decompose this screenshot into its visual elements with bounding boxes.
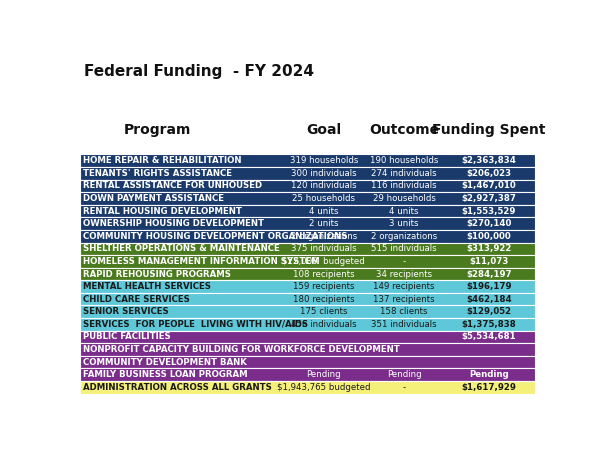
Text: RENTAL ASSISTANCE FOR UNHOUSED: RENTAL ASSISTANCE FOR UNHOUSED	[83, 181, 262, 190]
Text: TENANTS' RIGHTS ASSISTANCE: TENANTS' RIGHTS ASSISTANCE	[83, 169, 232, 178]
Text: 34 recipients: 34 recipients	[376, 270, 432, 279]
Bar	[80, 306, 535, 318]
Text: PUBLIC FACILITIES: PUBLIC FACILITIES	[83, 333, 171, 342]
Text: $284,197: $284,197	[466, 270, 512, 279]
Text: SERVICES  FOR PEOPLE  LIVING WITH HIV/AIDS: SERVICES FOR PEOPLE LIVING WITH HIV/AIDS	[83, 320, 308, 329]
Text: 2 organizations: 2 organizations	[371, 232, 437, 241]
Text: 515 individuals: 515 individuals	[371, 244, 437, 253]
Text: $196,179: $196,179	[466, 282, 512, 291]
Bar	[80, 154, 535, 167]
Text: 2 organizations: 2 organizations	[290, 232, 357, 241]
Text: COMMUNITY HOUSING DEVELOPMENT ORGANIZATIONS: COMMUNITY HOUSING DEVELOPMENT ORGANIZATI…	[83, 232, 348, 241]
Text: $1,375,838: $1,375,838	[461, 320, 516, 329]
Text: $5,534,681: $5,534,681	[461, 333, 516, 342]
Bar	[80, 343, 535, 356]
Text: COMMUNITY DEVELOPMENT BANK: COMMUNITY DEVELOPMENT BANK	[83, 358, 247, 367]
Bar	[80, 381, 535, 394]
Text: $1,617,929: $1,617,929	[461, 383, 516, 392]
Text: Pending: Pending	[386, 370, 421, 379]
Text: CHILD CARE SERVICES: CHILD CARE SERVICES	[83, 295, 190, 304]
Bar	[80, 230, 535, 243]
Text: 300 individuals: 300 individuals	[291, 169, 356, 178]
Bar	[80, 255, 535, 268]
Text: FAMILY BUSINESS LOAN PROGRAM: FAMILY BUSINESS LOAN PROGRAM	[83, 370, 248, 379]
Text: 116 individuals: 116 individuals	[371, 181, 437, 190]
Bar	[80, 180, 535, 192]
Text: Funding Spent: Funding Spent	[432, 123, 545, 137]
Text: 149 recipients: 149 recipients	[373, 282, 435, 291]
Text: 375 individuals: 375 individuals	[291, 244, 356, 253]
Text: 158 clients: 158 clients	[380, 307, 428, 316]
Bar	[80, 205, 535, 217]
Text: OWNERSHIP HOUSING DEVELOPMENT: OWNERSHIP HOUSING DEVELOPMENT	[83, 219, 265, 228]
Text: -: -	[403, 383, 406, 392]
Text: RAPID REHOUSING PROGRAMS: RAPID REHOUSING PROGRAMS	[83, 270, 232, 279]
Bar	[80, 293, 535, 306]
Text: ADMINISTRATION ACROSS ALL GRANTS: ADMINISTRATION ACROSS ALL GRANTS	[83, 383, 272, 392]
Text: 319 households: 319 households	[290, 156, 358, 165]
Text: 120 individuals: 120 individuals	[291, 181, 356, 190]
Bar	[80, 268, 535, 280]
Text: RENTAL HOUSING DEVELOPMENT: RENTAL HOUSING DEVELOPMENT	[83, 207, 242, 216]
Text: $1,943,765 budgeted: $1,943,765 budgeted	[277, 383, 371, 392]
Text: 190 households: 190 households	[370, 156, 438, 165]
Text: Pending: Pending	[469, 370, 509, 379]
Text: $100,000: $100,000	[466, 232, 511, 241]
Text: -: -	[403, 257, 406, 266]
Bar	[80, 318, 535, 331]
Text: $206,023: $206,023	[466, 169, 511, 178]
Text: MENTAL HEALTH SERVICES: MENTAL HEALTH SERVICES	[83, 282, 211, 291]
Text: DOWN PAYMENT ASSISTANCE: DOWN PAYMENT ASSISTANCE	[83, 194, 224, 203]
Text: $2,363,834: $2,363,834	[461, 156, 516, 165]
Text: 29 households: 29 households	[373, 194, 436, 203]
Bar	[80, 243, 535, 255]
Text: Goal: Goal	[306, 123, 341, 137]
Text: 137 recipients: 137 recipients	[373, 295, 435, 304]
Text: 274 individuals: 274 individuals	[371, 169, 437, 178]
Text: $313,922: $313,922	[466, 244, 512, 253]
Bar	[80, 167, 535, 180]
Text: Program: Program	[124, 123, 191, 137]
Text: $2,927,387: $2,927,387	[461, 194, 517, 203]
Text: $270,140: $270,140	[466, 219, 512, 228]
Bar	[80, 217, 535, 230]
Text: HOMELESS MANAGEMENT INFORMATION SYSTEM: HOMELESS MANAGEMENT INFORMATION SYSTEM	[83, 257, 320, 266]
Bar	[80, 280, 535, 293]
Bar	[80, 369, 535, 381]
Bar	[80, 154, 535, 156]
Text: 456 individuals: 456 individuals	[291, 320, 356, 329]
Bar	[80, 331, 535, 343]
Text: 2 units: 2 units	[309, 219, 338, 228]
Text: 25 households: 25 households	[292, 194, 355, 203]
Text: 4 units: 4 units	[389, 207, 419, 216]
Text: Pending: Pending	[307, 370, 341, 379]
Text: HOME REPAIR & REHABILITATION: HOME REPAIR & REHABILITATION	[83, 156, 242, 165]
Text: 3 units: 3 units	[389, 219, 419, 228]
Text: Outcome: Outcome	[369, 123, 439, 137]
Text: 175 clients: 175 clients	[300, 307, 347, 316]
Text: $22,000  budgeted: $22,000 budgeted	[283, 257, 365, 266]
Text: 351 individuals: 351 individuals	[371, 320, 437, 329]
Bar	[80, 192, 535, 205]
Text: SENIOR SERVICES: SENIOR SERVICES	[83, 307, 169, 316]
Text: 4 units: 4 units	[309, 207, 338, 216]
Bar	[80, 356, 535, 369]
Text: $11,073: $11,073	[469, 257, 509, 266]
Text: 180 recipients: 180 recipients	[293, 295, 355, 304]
Text: SHELTHER OPERATIONS & MAINTENANCE: SHELTHER OPERATIONS & MAINTENANCE	[83, 244, 280, 253]
Text: NONPROFIT CAPACITY BUILDING FOR WORKFORCE DEVELOPMENT: NONPROFIT CAPACITY BUILDING FOR WORKFORC…	[83, 345, 400, 354]
Text: $462,184: $462,184	[466, 295, 512, 304]
Text: $1,553,529: $1,553,529	[461, 207, 516, 216]
Text: $1,467,010: $1,467,010	[461, 181, 516, 190]
Text: 108 recipients: 108 recipients	[293, 270, 355, 279]
Text: $129,052: $129,052	[466, 307, 511, 316]
Text: 159 recipients: 159 recipients	[293, 282, 355, 291]
Text: Federal Funding  - FY 2024: Federal Funding - FY 2024	[84, 64, 314, 79]
